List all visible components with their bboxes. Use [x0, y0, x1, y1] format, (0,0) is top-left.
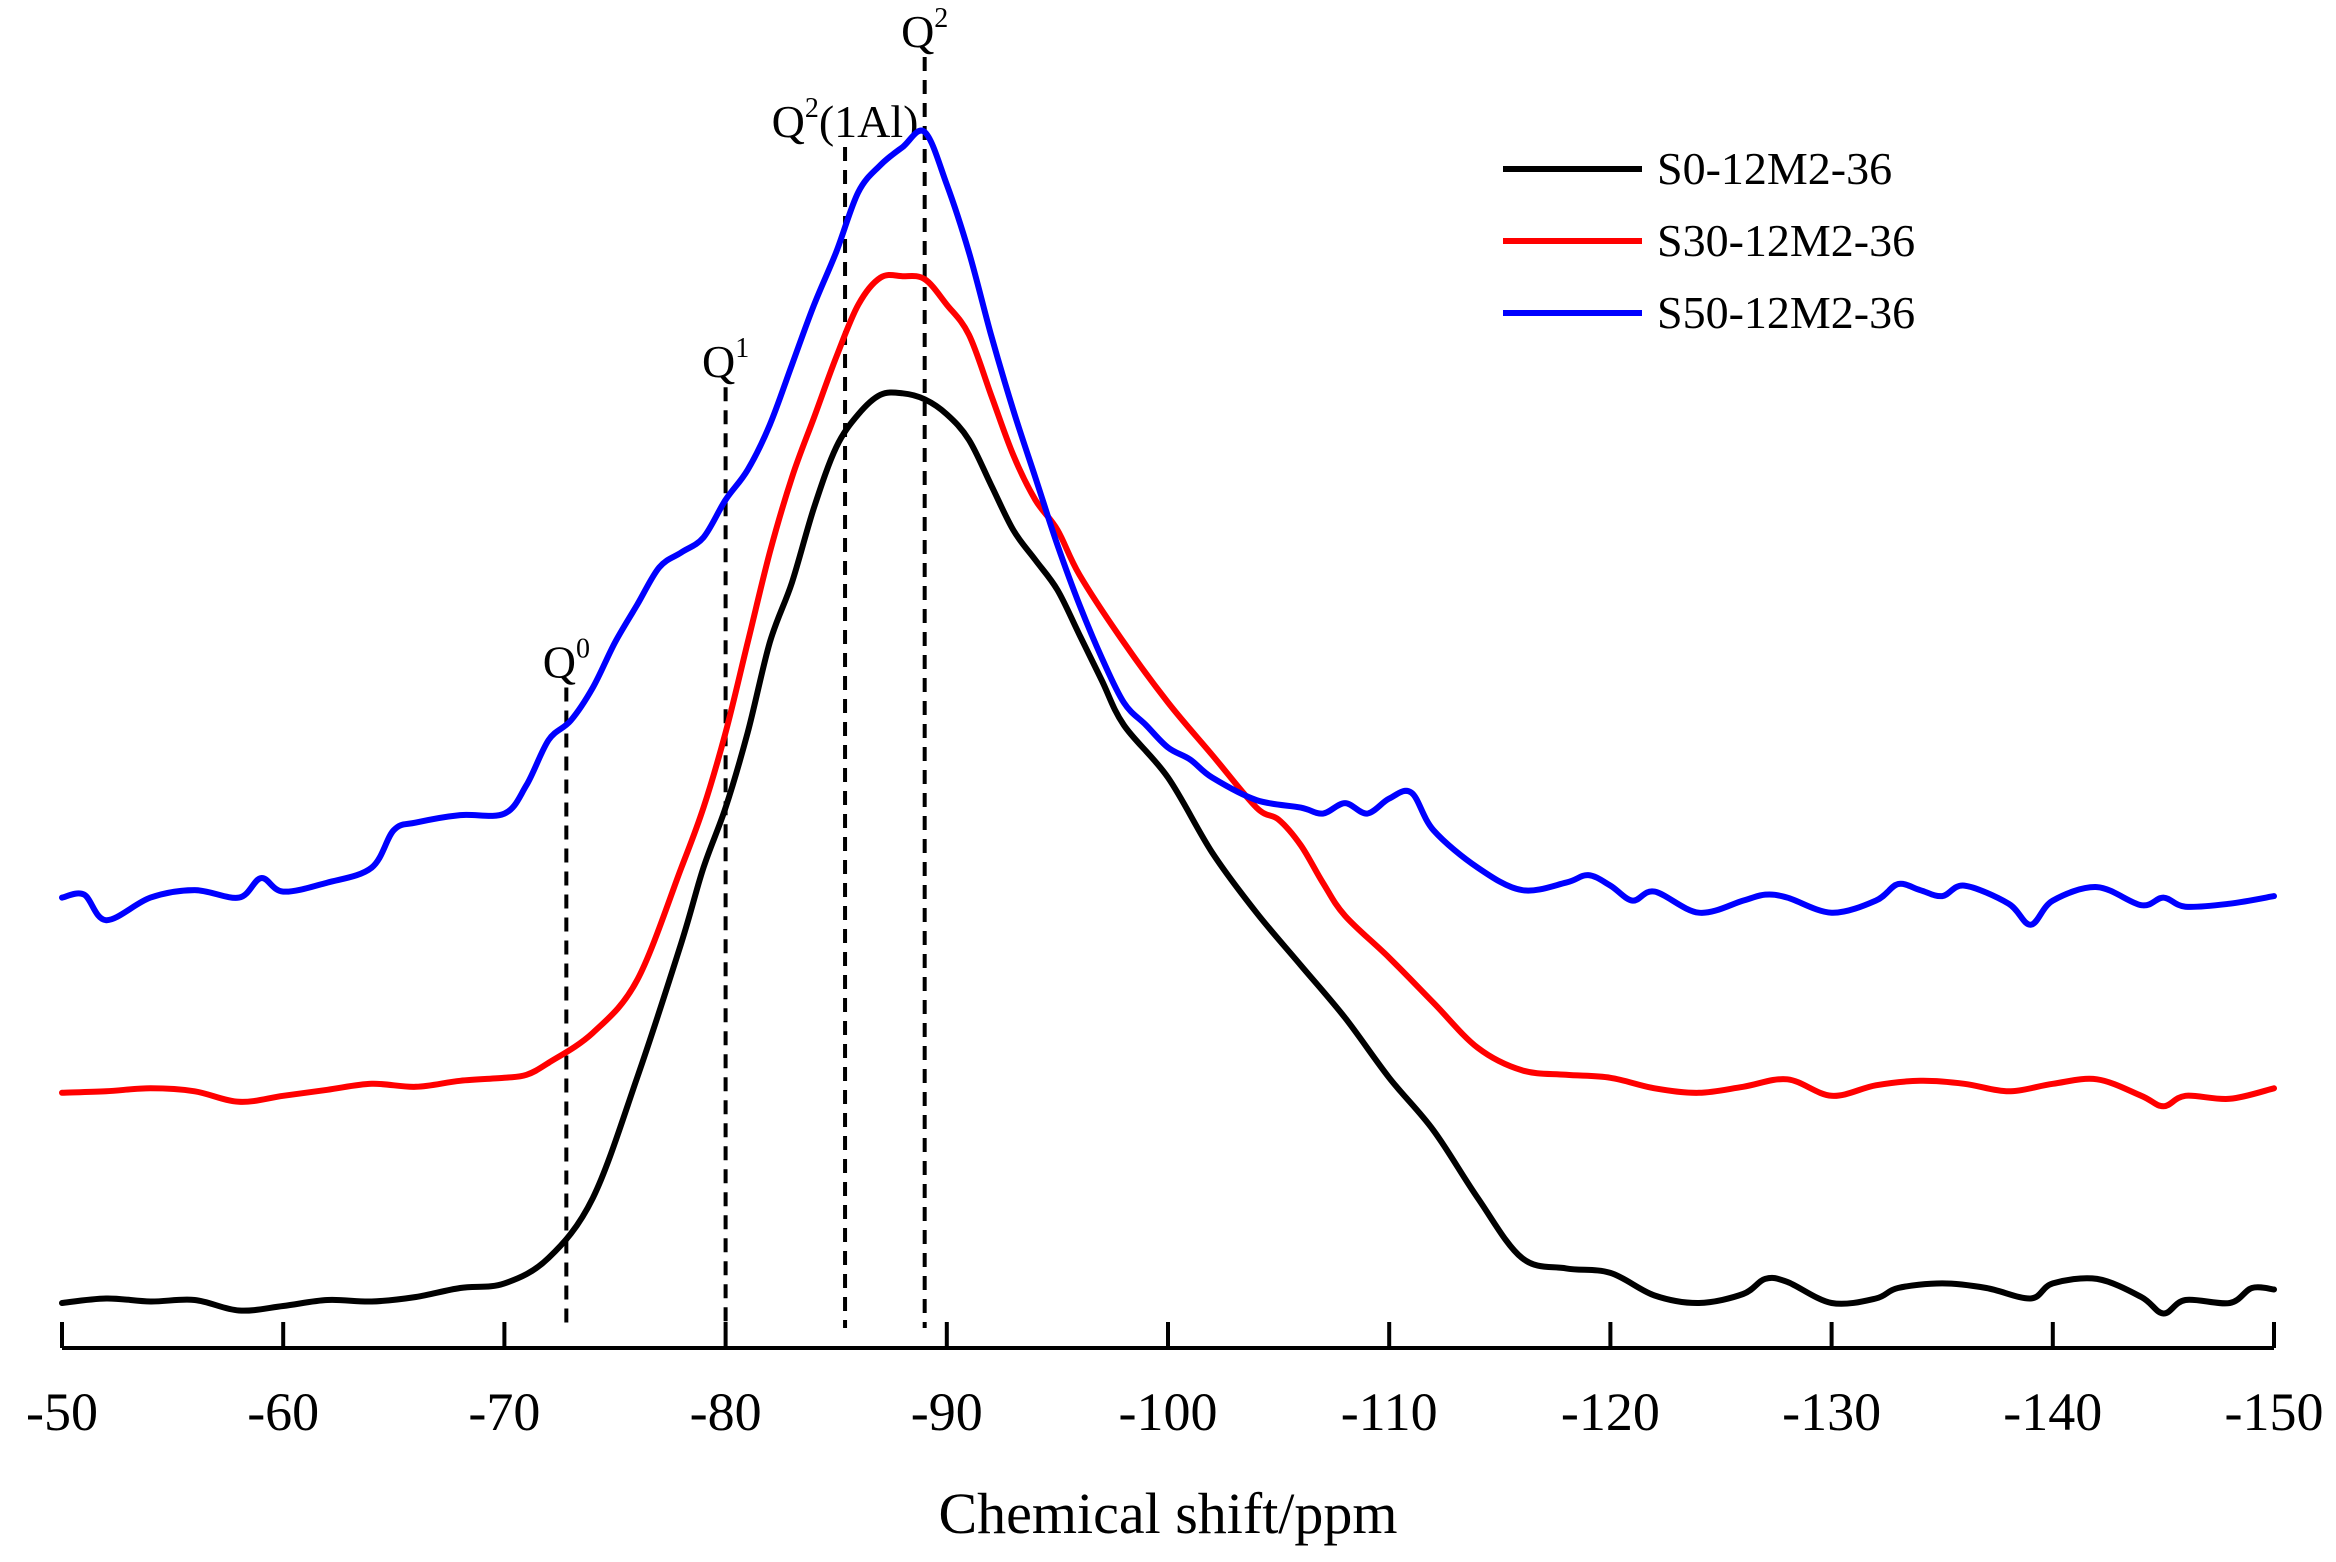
reference-label: Q1: [702, 333, 749, 387]
legend-label-s30: S30-12M2-36: [1657, 215, 1915, 266]
series-line-s30: [59, 272, 2277, 1110]
x-axis: -50 -60 -70 -80 -90 -100 -110 -120 -130 -140 -150: [26, 1322, 2323, 1442]
x-axis-title: Chemical shift/ppm: [938, 1481, 1397, 1546]
x-tick-label: -130: [1782, 1382, 1881, 1442]
x-tick-label: -140: [2003, 1382, 2102, 1442]
x-tick-label: -80: [690, 1382, 762, 1442]
x-tick-label: -50: [26, 1382, 98, 1442]
series-line-s0: [59, 389, 2277, 1317]
x-tick-label: -70: [468, 1382, 540, 1442]
series-line-s50: [59, 127, 2277, 928]
x-tick-label: -120: [1561, 1382, 1660, 1442]
x-tick-label: -150: [2225, 1382, 2324, 1442]
legend-label-s50: S50-12M2-36: [1657, 287, 1915, 338]
reference-label: Q2: [901, 3, 948, 57]
legend-label-s0: S0-12M2-36: [1657, 143, 1892, 194]
reference-lines: Q0 Q1 Q2(1Al) Q2: [543, 3, 948, 1328]
x-tick-label: -60: [247, 1382, 319, 1442]
legend: S0-12M2-36 S30-12M2-36 S50-12M2-36: [1503, 143, 1915, 338]
x-tick-label: -100: [1119, 1382, 1218, 1442]
x-tick-label: -90: [911, 1382, 983, 1442]
reference-label: Q0: [543, 633, 590, 687]
x-tick-label: -110: [1341, 1382, 1438, 1442]
series-layer: [59, 127, 2277, 1317]
reference-label: Q2(1Al): [772, 93, 919, 147]
